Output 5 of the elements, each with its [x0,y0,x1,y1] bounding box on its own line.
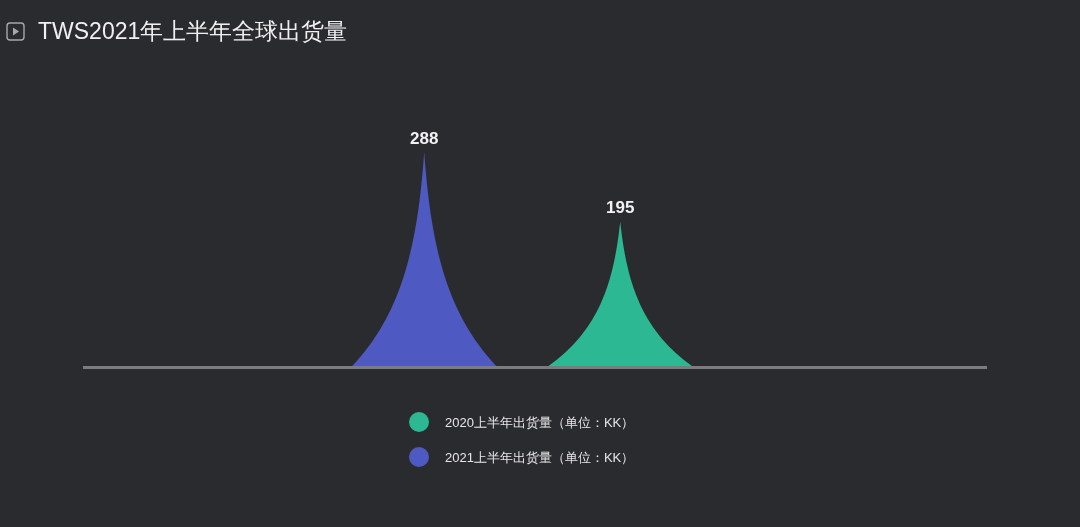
legend-label: 2021上半年出货量（单位：KK） [445,450,635,465]
chart-title: TWS2021年上半年全球出货量 [38,18,348,44]
data-label: 195 [606,198,635,218]
data-label: 288 [410,129,439,148]
legend-label: 2020上半年出货量（单位：KK） [445,415,635,430]
